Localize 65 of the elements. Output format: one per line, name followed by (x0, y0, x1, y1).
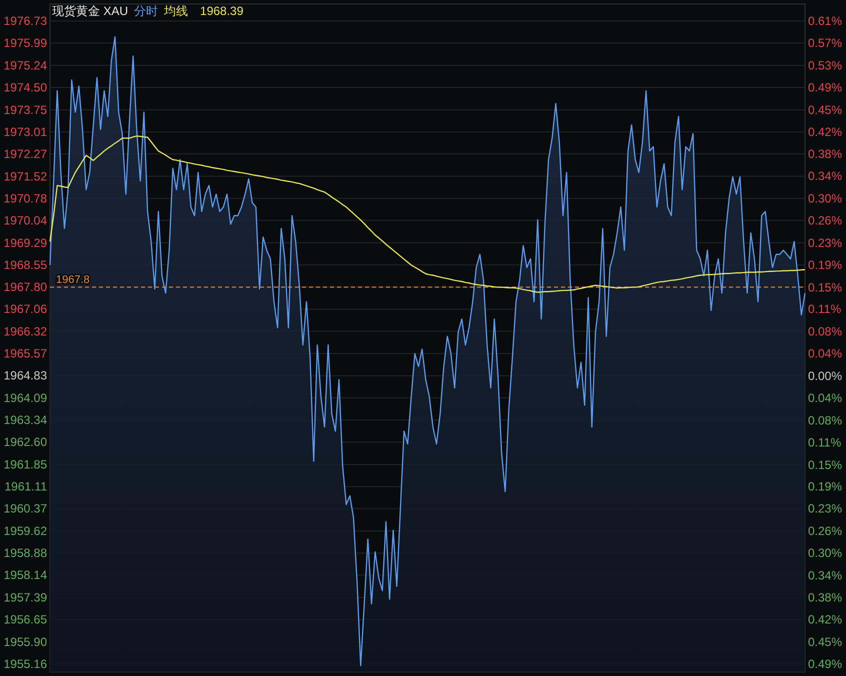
y-tick-label: 1975.99 (4, 36, 48, 50)
y2-tick-label: 0.23% (808, 502, 842, 516)
ref-line-label: 1967.8 (56, 274, 90, 286)
y2-tick-label: 0.45% (808, 635, 842, 650)
y-tick-label: 1976.73 (4, 14, 48, 28)
y-tick-label: 1971.52 (4, 169, 48, 184)
y2-tick-label: 0.38% (808, 590, 842, 605)
y-tick-label: 1973.01 (4, 124, 48, 139)
y2-tick-label: 0.19% (808, 258, 842, 272)
y2-tick-label: 0.49% (808, 656, 842, 671)
y2-tick-label: 0.04% (808, 346, 842, 361)
y-tick-label: 1961.85 (4, 458, 48, 472)
y-tick-label: 1969.29 (4, 236, 48, 250)
y-tick-label: 1967.80 (4, 280, 48, 294)
y2-tick-label: 0.42% (808, 612, 842, 626)
y-tick-label: 1972.27 (4, 146, 48, 161)
y-tick-label: 1961.11 (4, 480, 48, 494)
y2-tick-label: 0.08% (808, 413, 842, 428)
y2-tick-label: 0.53% (808, 58, 842, 72)
chart-title: 现货黄金 XAU (52, 4, 128, 18)
y-tick-label: 1963.34 (4, 413, 48, 428)
y-tick-label: 1956.65 (4, 612, 48, 627)
y-tick-label: 1960.37 (4, 502, 48, 516)
annotation: 1968.39 (200, 4, 244, 18)
y2-tick-label: 0.11% (808, 436, 842, 450)
y2-tick-label: 0.30% (808, 546, 842, 560)
y2-tick-label: 0.34% (808, 169, 842, 184)
y-tick-label: 1958.14 (4, 568, 48, 582)
y-tick-label: 1968.55 (4, 258, 48, 272)
y-tick-label: 1970.04 (4, 213, 48, 228)
y-tick-label: 1974.50 (4, 80, 48, 94)
y2-tick-label: 0.19% (808, 479, 842, 494)
y-tick-label: 1958.88 (4, 546, 48, 560)
y-tick-label: 1959.62 (4, 524, 48, 538)
y2-tick-label: 0.15% (808, 280, 842, 294)
y2-tick-label: 0.49% (808, 80, 842, 95)
y2-tick-label: 0.15% (808, 458, 842, 472)
y-tick-label: 1970.78 (4, 191, 48, 206)
y2-tick-label: 0.11% (808, 302, 842, 316)
line-series (49, 135, 806, 293)
y2-tick-label: 0.26% (808, 524, 842, 538)
y2-tick-label: 0.61% (808, 14, 842, 28)
y-tick-label: 1957.39 (4, 590, 48, 604)
y2-tick-label: 0.26% (808, 214, 842, 228)
y-tick-label: 1962.60 (4, 435, 48, 450)
y-tick-label: 1965.57 (4, 346, 48, 361)
y-tick-label: 1973.75 (4, 102, 48, 117)
y-tick-label: 1966.32 (4, 324, 48, 338)
y2-tick-label: 0.42% (808, 125, 842, 140)
y2-tick-label: 0.38% (808, 146, 842, 161)
y2-tick-label: 0.04% (808, 391, 842, 406)
y2-tick-label: 0.08% (808, 324, 842, 338)
y-tick-label: 1964.83 (4, 368, 48, 383)
y2-tick-label: 0.57% (808, 36, 842, 50)
y2-tick-label: 0.00% (808, 368, 842, 383)
y-tick-label: 1967.06 (4, 302, 48, 316)
legend: 分时 均线 (134, 4, 188, 18)
y2-tick-label: 0.45% (808, 102, 842, 117)
y2-tick-label: 0.34% (808, 568, 842, 582)
y-tick-label: 1964.09 (4, 390, 48, 405)
y-tick-label: 1955.16 (4, 656, 48, 671)
y2-tick-label: 0.30% (808, 191, 842, 206)
y2-tick-label: 0.23% (808, 236, 842, 250)
y-tick-label: 1955.90 (4, 634, 48, 649)
y-tick-label: 1975.24 (4, 58, 48, 72)
